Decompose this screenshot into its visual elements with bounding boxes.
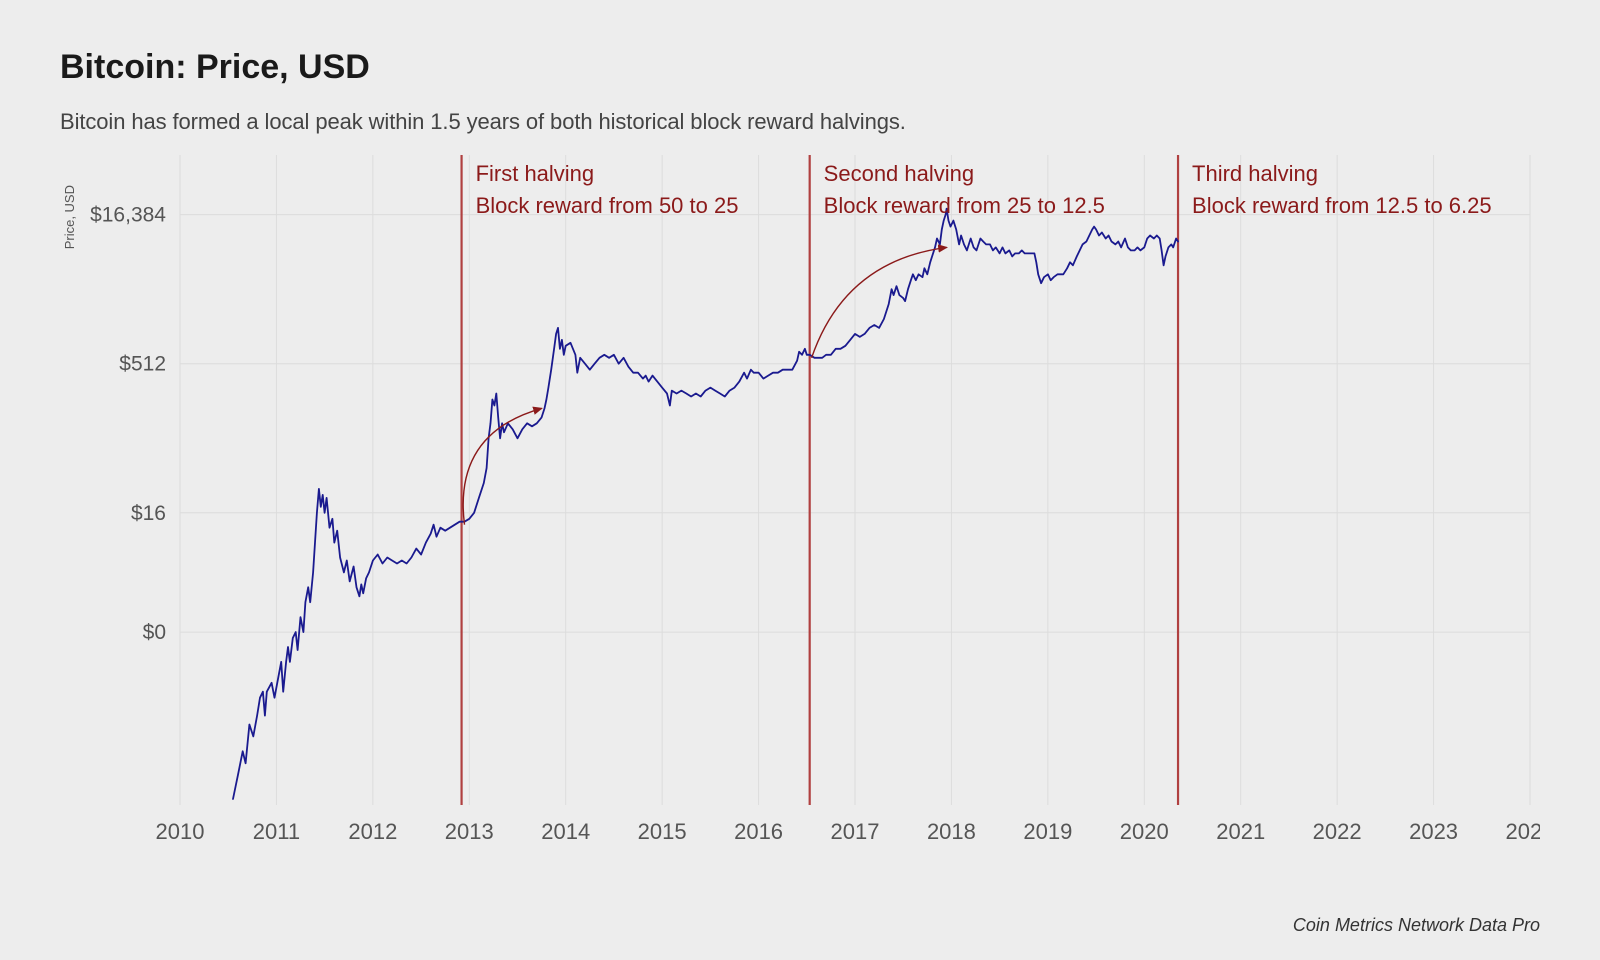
y-tick-label: $16 — [131, 502, 166, 525]
x-tick-label: 2017 — [831, 819, 880, 844]
plot-area: 2010 2011 2012 2013 2014 2015 2016 2017 2018 2019… — [60, 145, 1540, 865]
halving-desc: Block reward from 50 to 25 — [476, 193, 739, 218]
x-tick-label: 2011 — [253, 819, 300, 844]
halving-title: First halving — [476, 161, 595, 186]
arrow-curve — [812, 247, 947, 357]
halving-title: Third halving — [1192, 161, 1318, 186]
x-tick-label: 2010 — [156, 819, 205, 844]
halving-desc: Block reward from 12.5 to 6.25 — [1192, 193, 1492, 218]
x-tick-label: 2018 — [927, 819, 976, 844]
chart-subtitle: Bitcoin has formed a local peak within 1… — [60, 109, 1540, 135]
attribution-text: Coin Metrics Network Data Pro — [1293, 915, 1540, 936]
halving-desc: Block reward from 25 to 12.5 — [824, 193, 1105, 218]
x-tick-label: 2015 — [638, 819, 687, 844]
x-tick-label: 2016 — [734, 819, 783, 844]
x-tick-label: 2019 — [1023, 819, 1072, 844]
chart-svg: 2010 2011 2012 2013 2014 2015 2016 2017 2018 2019… — [60, 145, 1540, 865]
x-tick-label: 2012 — [348, 819, 397, 844]
x-tick-label: 2014 — [541, 819, 590, 844]
chart-title: Bitcoin: Price, USD — [60, 48, 1540, 87]
price-line — [233, 209, 1178, 799]
y-tick-label: $512 — [119, 353, 166, 376]
x-tick-label: 2013 — [445, 819, 494, 844]
y-tick-label: $0 — [143, 621, 166, 644]
x-tick-label: 2021 — [1216, 819, 1265, 844]
x-tick-label: 2022 — [1313, 819, 1362, 844]
x-tick-label: 2023 — [1409, 819, 1458, 844]
y-axis-label: Price, USD — [62, 185, 77, 249]
x-tick-label: 2024 — [1506, 819, 1540, 844]
x-tick-label: 2020 — [1120, 819, 1169, 844]
halving-title: Second halving — [824, 161, 974, 186]
y-tick-label: $16,384 — [90, 204, 166, 227]
